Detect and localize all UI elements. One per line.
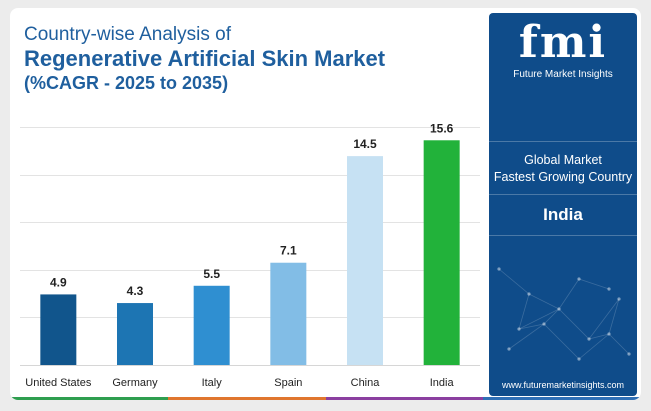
category-label: India — [430, 377, 455, 389]
category-label: Spain — [274, 377, 302, 389]
chart-title: Country-wise Analysis of Regenerative Ar… — [24, 24, 385, 94]
panel-label-fastest: Fastest Growing Country — [493, 170, 633, 184]
bar-italy — [193, 285, 230, 365]
category-label: United States — [25, 377, 92, 389]
logo-letters: fmi — [518, 17, 608, 68]
title-line-2: Regenerative Artificial Skin Market — [24, 46, 386, 71]
bottom-color-strip — [10, 397, 641, 400]
chart-card: Country-wise Analysis of Regenerative Ar… — [10, 8, 641, 400]
side-panel: fmi Future Market Insights Global Market… — [489, 13, 637, 396]
value-label: 5.5 — [203, 267, 220, 281]
panel-divider-bottom — [489, 235, 637, 236]
fastest-country-value: India — [543, 205, 583, 224]
website-url: www.futuremarketinsights.com — [501, 380, 625, 390]
bar-germany — [117, 303, 153, 365]
panel-divider-top — [489, 141, 637, 142]
bar-chart: 4.9 United States 4.3 Germany 5.5 Italy 7.1 Spa… — [20, 121, 480, 389]
network-decoration — [497, 267, 631, 361]
value-label: 4.3 — [127, 284, 144, 298]
value-label: 15.6 — [430, 121, 454, 135]
value-label: 14.5 — [353, 137, 377, 151]
bar-united-states — [40, 294, 77, 365]
bar-china — [347, 156, 383, 365]
bottom-strip-segment — [483, 397, 641, 400]
value-label: 7.1 — [280, 244, 297, 258]
category-label: China — [351, 377, 381, 389]
bottom-strip-segment — [10, 397, 168, 400]
category-label: Italy — [202, 377, 223, 389]
fmi-logo: fmi Future Market Insights — [489, 17, 637, 81]
bottom-strip-segment — [167, 397, 326, 400]
logo-subtitle: Future Market Insights — [513, 69, 613, 80]
bottom-strip-segment — [325, 397, 484, 400]
bar-india — [423, 140, 460, 365]
panel-label-global: Global Market — [524, 153, 602, 167]
title-line-3: (%CAGR - 2025 to 2035) — [24, 73, 229, 93]
category-label: Germany — [112, 377, 158, 389]
value-label: 4.9 — [50, 275, 67, 289]
title-line-1: Country-wise Analysis of — [24, 24, 231, 45]
panel-divider-mid — [489, 194, 637, 195]
bar-spain — [270, 262, 307, 365]
